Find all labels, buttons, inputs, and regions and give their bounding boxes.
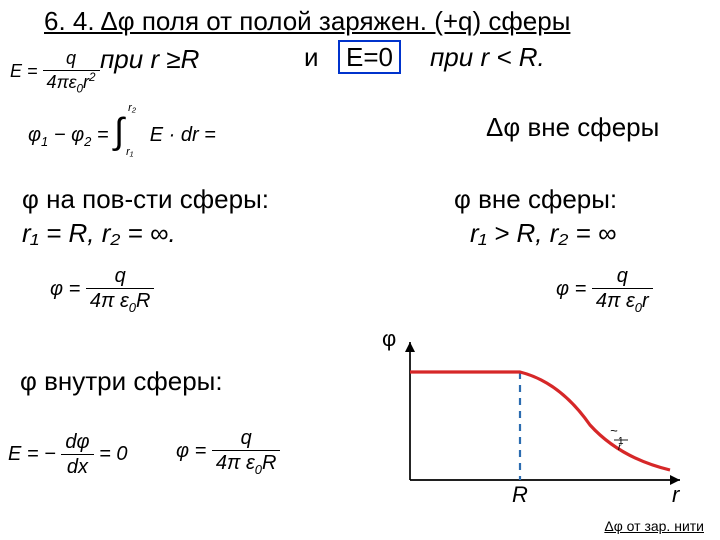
footer-link[interactable]: Δφ от зар. нити <box>604 518 704 534</box>
slide-title: 6. 4. Δφ поля от полой заряжен. (+q) сфе… <box>44 6 570 37</box>
cond-left: при r ≥R <box>100 44 199 74</box>
chart-x-label: r <box>672 482 679 508</box>
cond-box-wrap: Е=0 <box>338 42 401 73</box>
eq-phi-r: φ = q 4π ε0r <box>556 264 653 316</box>
eq-E-num: q <box>43 48 100 71</box>
chart-y-label: φ <box>382 326 396 352</box>
eq-E-lhs: E = <box>10 61 38 81</box>
outside-label: Δφ вне сферы <box>486 112 659 143</box>
eq-E-frac: q 4πε0r2 <box>43 48 100 96</box>
potential-chart: ~ 1 r φ R r <box>370 330 670 500</box>
eq-deriv: E = − dφ dx = 0 <box>8 430 127 479</box>
int-rhs: E · dr = <box>150 124 216 146</box>
eq-phi-R: φ = q 4π ε0R <box>50 264 154 316</box>
condition-row: при r ≥R <box>100 44 199 75</box>
int-lhs: φ1 − φ2 = <box>28 124 114 146</box>
cond-boxed: Е=0 <box>338 40 401 74</box>
eq-E: E = q 4πε0r2 <box>10 48 100 96</box>
surface-heading: φ на пов-сти сферы: <box>22 184 269 215</box>
eq-E-den: 4πε0r2 <box>43 71 100 97</box>
outside-cond: r₁ > R, r₂ = ∞ <box>470 218 616 249</box>
one-over-r-note: ~ <box>610 423 618 438</box>
potential-curve <box>410 372 670 470</box>
chart-R-label: R <box>512 482 528 508</box>
surface-cond: r₁ = R, r₂ = ∞. <box>22 218 176 249</box>
outside-heading: φ вне сферы: <box>454 184 617 215</box>
eq-phi-R2: φ = q 4π ε0R <box>176 426 280 478</box>
cond-mid: и <box>304 42 319 73</box>
y-axis-arrow <box>405 342 415 352</box>
int-symbol: ∫ r₂ r₁ <box>114 108 136 150</box>
eq-integral: φ1 − φ2 = ∫ r₂ r₁ E · dr = <box>28 108 216 150</box>
cond-right: при r < R. <box>430 42 545 73</box>
chart-svg: ~ 1 r <box>370 330 690 510</box>
inside-heading: φ внутри сферы: <box>20 366 223 397</box>
